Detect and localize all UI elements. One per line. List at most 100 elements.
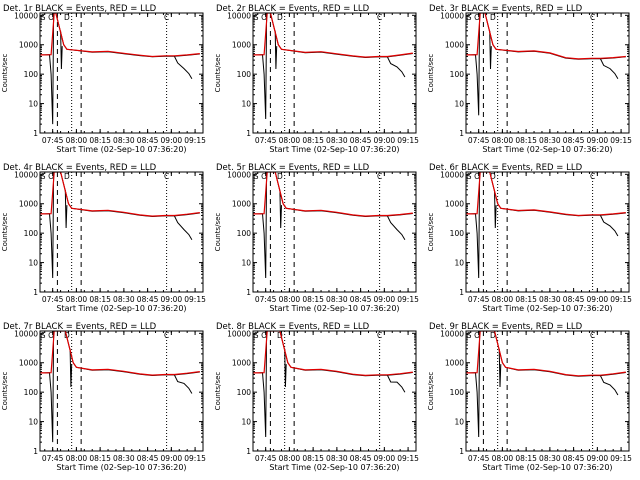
y-tick-label: 100 <box>450 70 465 79</box>
y-axis-label: Counts/sec <box>427 213 435 252</box>
y-tick-label: 10000 <box>440 170 464 179</box>
marker-letter: C <box>590 331 595 340</box>
marker-letter: S <box>254 13 259 22</box>
marker-letter: C <box>164 13 169 22</box>
marker-letter: D <box>490 13 496 22</box>
y-tick-label: 10000 <box>14 170 38 179</box>
plot-frame <box>252 330 417 452</box>
marker-letter: O <box>261 172 267 181</box>
x-tick-label: 08:00 <box>66 295 88 304</box>
marker-letter: O <box>48 13 54 22</box>
x-tick-label: 08:45 <box>350 454 372 463</box>
y-axis-label: Counts/sec <box>1 213 9 252</box>
marker-letter: D <box>277 172 283 181</box>
x-axis-label: Start Time (02-Sep-10 07:36:20) <box>56 145 186 154</box>
y-tick-label: 1 <box>459 129 464 138</box>
y-tick-label: 10000 <box>14 11 38 20</box>
x-tick-label: 08:15 <box>302 136 324 145</box>
x-tick-label: 07:45 <box>42 136 64 145</box>
y-axis-label: Counts/sec <box>427 54 435 93</box>
panel-det-3: Det. 3r BLACK = Events, RED = LLD Counts/… <box>427 4 632 154</box>
plot-frame <box>39 12 204 134</box>
panel-title: Det. 2r BLACK = Events, RED = LLD <box>216 4 370 14</box>
x-axis-label: Start Time (02-Sep-10 07:36:20) <box>56 304 186 313</box>
y-tick-label: 1 <box>33 288 38 297</box>
x-tick-label: 09:15 <box>610 454 632 463</box>
y-tick-label: 10000 <box>440 329 464 338</box>
x-tick-label: 08:00 <box>279 136 301 145</box>
series-events-tail <box>387 375 406 393</box>
series-events-tail <box>387 56 406 78</box>
marker-letter: C <box>377 13 382 22</box>
x-tick-label: 08:15 <box>89 295 111 304</box>
marker-letter: D <box>64 172 70 181</box>
x-tick-label: 08:30 <box>539 136 561 145</box>
series-events-spike <box>284 348 287 388</box>
marker-letter: S <box>254 172 259 181</box>
x-tick-label: 09:15 <box>184 295 206 304</box>
marker-letter: D <box>490 331 496 340</box>
panel-det-2: Det. 2r BLACK = Events, RED = LLD Counts/… <box>214 4 419 154</box>
x-tick-label: 08:45 <box>137 136 159 145</box>
x-tick-label: 07:45 <box>42 295 64 304</box>
series-events-line <box>40 13 200 125</box>
y-tick-label: 100 <box>237 229 252 238</box>
y-tick-label: 100 <box>237 388 252 397</box>
panel-det-5: Det. 5r BLACK = Events, RED = LLD Counts/… <box>214 163 419 313</box>
marker-letter: S <box>467 13 472 22</box>
x-tick-label: 09:15 <box>397 136 419 145</box>
marker-letter: S <box>467 331 472 340</box>
y-tick-label: 100 <box>237 70 252 79</box>
panel-title: Det. 6r BLACK = Events, RED = LLD <box>429 163 583 173</box>
series-events-spike <box>498 348 502 388</box>
y-axis-label: Counts/sec <box>427 372 435 411</box>
marker-letter: D <box>277 331 283 340</box>
series-events-tail <box>174 56 193 79</box>
x-tick-label: 08:45 <box>563 295 585 304</box>
y-tick-label: 10 <box>241 418 251 427</box>
x-axis-label: Start Time (02-Sep-10 07:36:20) <box>269 145 399 154</box>
x-tick-label: 07:45 <box>42 454 64 463</box>
x-tick-label: 08:30 <box>326 295 348 304</box>
y-tick-label: 1 <box>246 447 251 456</box>
series-events-spike <box>60 30 63 70</box>
x-tick-label: 08:30 <box>113 295 135 304</box>
x-tick-label: 09:15 <box>397 295 419 304</box>
x-tick-label: 09:00 <box>374 295 396 304</box>
x-tick-label: 08:30 <box>539 295 561 304</box>
x-tick-label: 09:00 <box>587 295 609 304</box>
series-events-spike <box>489 30 492 70</box>
y-tick-label: 1000 <box>445 200 464 209</box>
y-tick-label: 100 <box>450 229 465 238</box>
x-tick-label: 08:00 <box>492 136 514 145</box>
x-tick-label: 09:15 <box>184 454 206 463</box>
x-tick-label: 08:30 <box>113 136 135 145</box>
x-tick-label: 07:45 <box>255 136 277 145</box>
x-tick-label: 08:45 <box>563 454 585 463</box>
y-tick-label: 1 <box>246 129 251 138</box>
y-tick-label: 10000 <box>227 329 251 338</box>
panel-title: Det. 5r BLACK = Events, RED = LLD <box>216 163 370 173</box>
y-tick-label: 1000 <box>19 359 38 368</box>
x-axis-label: Start Time (02-Sep-10 07:36:20) <box>56 463 186 472</box>
y-tick-label: 1 <box>246 288 251 297</box>
x-tick-label: 09:00 <box>161 295 183 304</box>
series-events-line <box>466 172 626 279</box>
plot-frame <box>465 330 630 452</box>
marker-letter: S <box>41 172 46 181</box>
x-tick-label: 08:00 <box>492 295 514 304</box>
x-tick-label: 08:30 <box>326 136 348 145</box>
panel-title: Det. 7r BLACK = Events, RED = LLD <box>3 322 157 332</box>
x-tick-label: 08:45 <box>350 295 372 304</box>
x-axis-label: Start Time (02-Sep-10 07:36:20) <box>269 304 399 313</box>
y-tick-label: 100 <box>24 70 39 79</box>
x-axis-label: Start Time (02-Sep-10 07:36:20) <box>482 304 612 313</box>
x-tick-label: 08:45 <box>137 454 159 463</box>
y-tick-label: 100 <box>24 229 39 238</box>
panel-det-4: Det. 4r BLACK = Events, RED = LLD Counts/… <box>1 163 206 313</box>
y-tick-label: 10 <box>454 259 464 268</box>
marker-letter: O <box>48 172 54 181</box>
y-tick-label: 10000 <box>440 11 464 20</box>
x-tick-label: 08:45 <box>563 136 585 145</box>
x-axis-label: Start Time (02-Sep-10 07:36:20) <box>482 145 612 154</box>
